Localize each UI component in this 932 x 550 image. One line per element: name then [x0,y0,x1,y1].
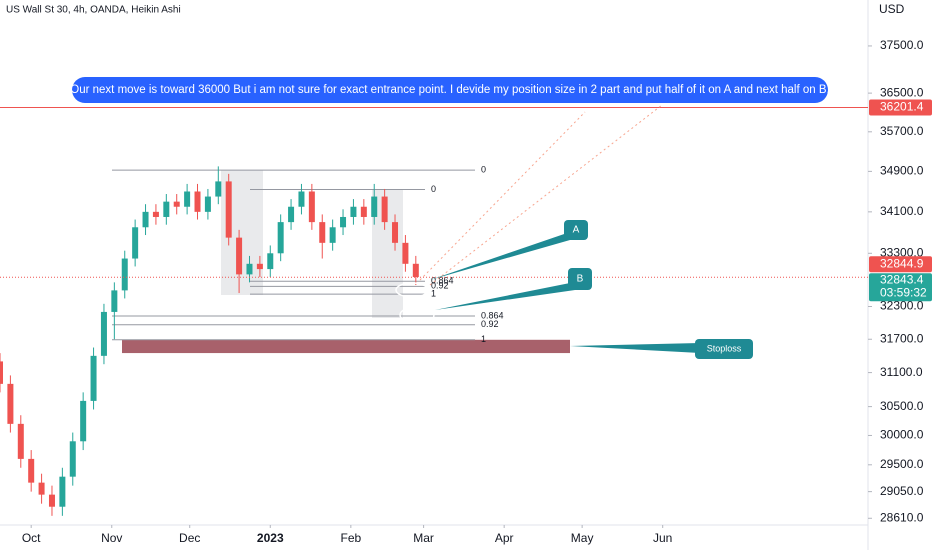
currency: USD [879,2,905,16]
candle-body [392,222,399,243]
callout-b-label: B [577,274,584,285]
callout-a [564,220,588,240]
x-tick-label: Apr [495,531,514,545]
candle-body [38,482,45,495]
y-tick-label: 29050.0 [880,484,924,498]
candle-body [371,196,378,217]
candle-body [121,258,128,291]
fib-level-label: 1 [481,334,486,344]
x-tick-label: Mar [413,531,434,545]
y-tick-label: 30000.0 [880,428,924,442]
candle-body [360,206,367,217]
candle-body [90,355,97,401]
candle-body [111,290,118,312]
y-tick-label: 36500.0 [880,85,924,99]
candle-body [340,216,347,228]
candle-body [412,263,419,278]
candle-body [163,201,170,217]
candle-body [267,253,274,270]
fib-level-label: 0.864 [481,310,504,320]
y-tick-label: 34900.0 [880,164,924,178]
candle-body [152,211,159,217]
y-tick-label: 32300.0 [880,299,924,313]
countdown: 03:59:32 [880,285,927,299]
callout-pointer [430,232,570,280]
note-text: Our next move is toward 36000 But i am n… [70,84,829,96]
candle-body [173,201,180,207]
candle-body [402,242,409,264]
candle-body [69,441,76,477]
candle-body [204,196,211,212]
fib-level-label: 0.92 [481,319,499,329]
candle-body [236,237,243,275]
fib-level-label: 0.864 [431,276,454,286]
candle-body [48,494,55,507]
candle-body [246,263,253,275]
candle-body [194,191,201,212]
fib-level-label: 1 [431,289,436,299]
last-price-label: 32844.9 [880,256,924,270]
y-tick-label: 31100.0 [880,365,923,379]
y-tick-label: 29500.0 [880,457,924,471]
callout-a-label: A [573,225,580,236]
candle-body [100,311,107,356]
candle-body [184,191,191,207]
y-tick-label: 33300.0 [880,245,924,259]
close-price-label: 32843.4 [880,272,924,286]
candle-body [0,361,3,384]
y-tick-label: 35700.0 [880,124,924,138]
candle-body [17,423,24,459]
last-price-box [869,256,932,273]
close-price-box [869,273,932,302]
candle-body [288,206,295,223]
fib-level-label: 0 [481,164,486,174]
callout-stoploss-label: Stoploss [707,343,742,353]
x-tick-label: Nov [101,531,122,545]
y-tick-label: 37500.0 [880,38,924,52]
candle-body [308,191,315,223]
candle-body [298,191,305,207]
x-tick-label: May [571,531,594,545]
entry-marker [399,306,435,324]
candle-body [142,211,149,228]
callout-pointer [435,282,575,310]
x-tick-label: Oct [22,531,41,545]
note-bubble [72,77,828,103]
callout-pointer [570,343,700,353]
x-tick-label: Feb [340,531,361,545]
candle-body [7,383,14,424]
y-tick-label: 31700.0 [880,331,924,345]
y-tick-label: 34100.0 [880,204,924,218]
candle-body [215,181,222,197]
stoploss-zone [122,339,570,354]
candle-body [132,227,139,259]
callout-stoploss [695,339,753,359]
price-line-label: 36201.4 [880,100,924,114]
candle-body [381,196,388,223]
x-tick-label: 2023 [257,531,284,545]
x-tick-label: Jun [653,531,672,545]
x-tick-label: Dec [179,531,200,545]
candle-body [256,263,263,270]
candle-body [319,222,326,243]
candle-body [28,458,35,483]
candle-body [350,206,357,217]
fib-level-label: 0 [431,184,436,194]
candle-body [225,181,232,238]
projection [429,104,663,286]
candle-body [329,227,336,243]
candle-body [277,222,284,254]
fib-level-label: 0.92 [431,281,449,291]
projection [419,111,586,281]
symbol-title: US Wall St 30, 4h, OANDA, Heikin Ashi [6,5,181,16]
candle-body [59,476,66,507]
candle-body [80,400,87,442]
y-tick-label: 30500.0 [880,399,924,413]
price-line-box [869,99,932,116]
y-tick-label: 28610.0 [880,510,924,524]
callout-b [568,268,592,290]
entry-marker [395,282,429,298]
